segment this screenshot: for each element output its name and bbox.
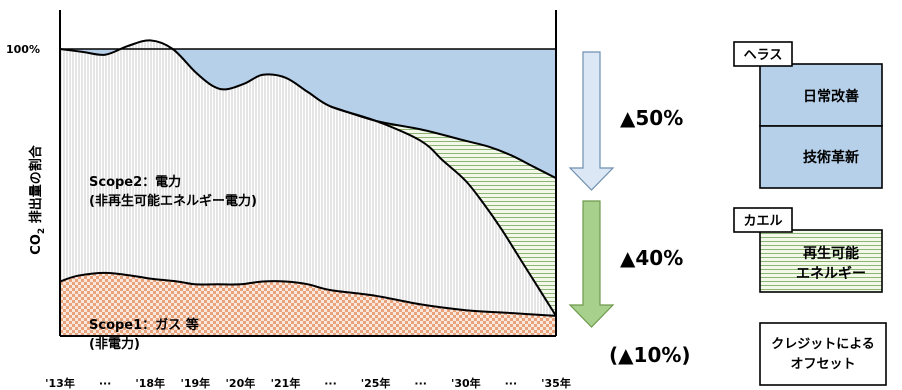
x-tick-label: '18年: [135, 376, 165, 390]
reduction-label-10: (▲10%): [609, 343, 691, 367]
y-axis-label: CO2 排出量の割合: [28, 144, 47, 254]
legend-label-tech-innovation: 技術革新: [803, 149, 859, 166]
legend-box-renewable: [759, 229, 883, 293]
x-tick-label: '21年: [271, 376, 301, 390]
legend-label-credit-line2: オフセット: [790, 357, 855, 372]
x-tick-label: '19年: [180, 376, 210, 390]
legend-box-credit-offset: [759, 322, 887, 386]
x-tick-label: ···: [414, 377, 427, 390]
x-tick-label: '25年: [361, 376, 391, 390]
legend-label-renewable-line2: エネルギー: [796, 265, 866, 282]
legend-tag-kaeru: [733, 207, 793, 233]
legend-tag-kaeru-label: カエル: [743, 214, 782, 229]
scope2-label-line2: (非再生可能エネルギー電力): [89, 193, 257, 209]
legend-tag-herasu: [733, 41, 793, 67]
legend-label-daily-improvement: 日常改善: [803, 88, 859, 105]
reduction-label-40: ▲40%: [620, 246, 683, 270]
legend-tag-herasu-label: ヘラス: [744, 48, 783, 63]
ytick-100: 100%: [6, 43, 40, 56]
line-scope2: [59, 39, 557, 317]
scope1-label-line1: Scope1：ガス 等: [89, 317, 199, 333]
area-scope1: [60, 272, 556, 336]
x-tick-label: ···: [99, 377, 112, 390]
scope1-label-line2: (非電力): [89, 336, 140, 352]
area-scope2: [60, 40, 556, 337]
arrow-down-green: [568, 200, 615, 328]
legend-box-daily-improvement: [759, 63, 883, 127]
legend-label-credit-line1: クレジットによる: [771, 337, 875, 352]
line-scope1: [59, 271, 557, 317]
arrow-down-blue: [568, 51, 615, 191]
scope2-label-line1: Scope2：電力: [89, 174, 181, 190]
x-tick-label: ···: [324, 377, 337, 390]
reduction-label-50: ▲50%: [620, 106, 683, 130]
x-axis-ticks: '13年 ··· '18年 '19年 '20年 '21年 ··· '25年 ··· '30年 ···…: [45, 376, 571, 390]
legend-box-tech-innovation: [759, 125, 883, 189]
x-tick-label: '30年: [451, 376, 481, 390]
x-tick-label: '20年: [226, 376, 256, 390]
x-tick-label: '35年: [541, 376, 571, 390]
legend-label-renewable-line1: 再生可能: [803, 245, 859, 262]
x-tick-label: '13年: [45, 376, 75, 390]
x-tick-label: ···: [505, 377, 518, 390]
